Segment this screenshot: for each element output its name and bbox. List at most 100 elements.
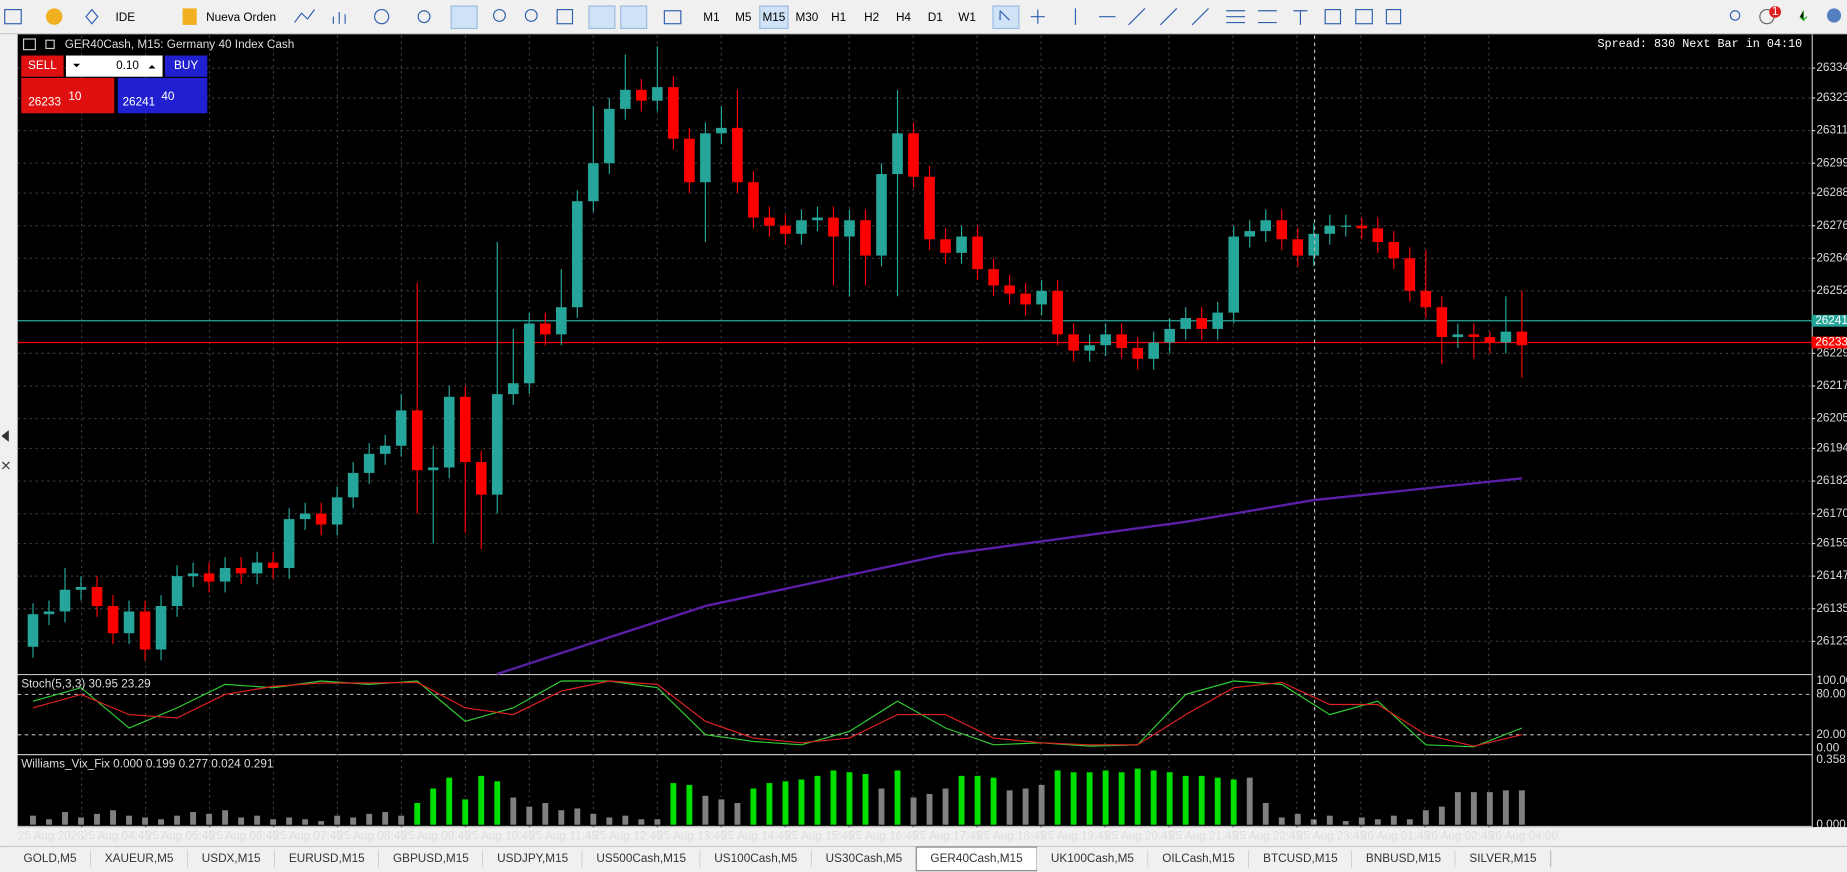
icon-more[interactable] (1385, 8, 1402, 25)
tab-label[interactable]: GBPUSD,M15 (393, 852, 469, 865)
ask-box[interactable] (117, 77, 208, 114)
icon-shapes[interactable] (1324, 8, 1342, 25)
tab-label[interactable]: US500Cash,M15 (596, 852, 686, 865)
icon-tile[interactable] (556, 8, 574, 25)
tab[interactable] (1351, 847, 1456, 871)
y-tick-label: 26311 (1816, 124, 1847, 137)
tab-label[interactable]: OILCash,M15 (1162, 852, 1235, 865)
icon-clock[interactable] (373, 8, 390, 25)
tab-label[interactable]: SILVER,M15 (1469, 852, 1537, 865)
tab-label[interactable]: BNBUSD,M15 (1366, 852, 1442, 865)
timeframe-button[interactable]: M15 (762, 11, 785, 24)
y-tick-label: 26159 (1816, 537, 1847, 550)
tab[interactable] (482, 847, 583, 871)
tab-label[interactable]: USDX,M15 (202, 852, 261, 865)
icon-autoscroll[interactable] (588, 5, 616, 30)
tab-label[interactable]: EURUSD,M15 (289, 852, 365, 865)
icon-shift[interactable] (620, 5, 648, 30)
timeframe-button[interactable]: M30 (795, 11, 818, 24)
tab[interactable] (1036, 847, 1149, 871)
candle-body (1404, 258, 1416, 291)
wvf-bar (1294, 813, 1301, 825)
tab-label[interactable]: US30Cash,M5 (826, 852, 903, 865)
icon-objects[interactable] (332, 11, 346, 24)
bid-box[interactable] (21, 77, 115, 114)
y-tick-label: 26299 (1816, 156, 1847, 169)
tab-label[interactable]: GOLD,M5 (24, 852, 77, 865)
tab[interactable] (700, 847, 812, 871)
candle-body (315, 513, 327, 525)
icon-account[interactable] (1826, 8, 1842, 23)
x-tick-label: 25 Aug 15:45 (785, 830, 855, 843)
sell-label[interactable]: SELL (28, 59, 57, 72)
candle-body (139, 611, 151, 650)
timeframe-button[interactable]: D1 (928, 11, 943, 24)
tab[interactable] (378, 847, 483, 871)
tab-label[interactable]: XAUEUR,M5 (105, 852, 174, 865)
timeframe-active[interactable] (759, 5, 789, 30)
timeframe-button[interactable]: M5 (735, 11, 752, 24)
icon-chart-menu[interactable] (22, 38, 36, 51)
ide-button[interactable]: IDE (115, 11, 135, 24)
tab-label[interactable]: GER40Cash,M15 (930, 852, 1023, 865)
icon-coin[interactable] (45, 8, 63, 25)
icon-settings[interactable] (417, 10, 431, 24)
tab[interactable] (1148, 847, 1249, 871)
icon-screenshot[interactable] (663, 10, 682, 25)
timeframe-button[interactable]: H1 (831, 11, 846, 24)
wvf-bar (670, 783, 677, 825)
icon-download[interactable] (1799, 10, 1808, 22)
candle-body (1308, 233, 1320, 256)
tab-label[interactable]: US100Cash,M5 (714, 852, 798, 865)
wvf-bar (110, 810, 116, 825)
sell-button[interactable] (21, 55, 64, 77)
icon-indicators[interactable] (294, 9, 315, 23)
x-tick-label: 25 Aug 12:45 (593, 830, 663, 843)
icon-candles-active[interactable] (450, 5, 478, 30)
icon-one-click[interactable] (45, 39, 55, 50)
candle-body (844, 220, 855, 237)
volume-field[interactable] (65, 55, 163, 77)
candle-body (1100, 334, 1111, 346)
x-tick-label: 25 Aug 10:45 (465, 830, 535, 843)
tab[interactable] (187, 847, 275, 871)
icon-zoom-out[interactable] (524, 8, 538, 22)
new-order-button[interactable]: Nueva Orden (206, 11, 276, 24)
tab-label[interactable]: USDJPY,M15 (497, 852, 569, 865)
candle-body (1292, 239, 1304, 256)
tab[interactable] (582, 847, 701, 871)
icon-expert[interactable] (85, 8, 99, 25)
tab-label[interactable]: BTCUSD,M15 (1263, 852, 1338, 865)
moving-average (496, 477, 1523, 676)
candle-body (1388, 241, 1400, 259)
timeframe-button[interactable]: H4 (896, 11, 911, 24)
icon-draw-tools[interactable] (1074, 7, 1308, 26)
side-controls[interactable] (1, 430, 10, 470)
wvf-bar (94, 813, 100, 825)
tab[interactable] (1248, 847, 1352, 871)
wvf-bar (542, 803, 549, 825)
volume-value[interactable]: 0.10 (116, 59, 139, 72)
wvf-bar (206, 813, 213, 825)
candle-body (203, 573, 215, 582)
icon-search[interactable] (1729, 10, 1741, 21)
icon-order[interactable] (182, 8, 197, 25)
wvf-bar (1374, 819, 1381, 825)
tab[interactable] (9, 847, 91, 871)
tab-label[interactable]: UK100Cash,M5 (1051, 852, 1135, 865)
buy-button[interactable] (164, 55, 208, 77)
icon-crosshair[interactable] (1030, 9, 1045, 24)
timeframe-button[interactable]: M1 (703, 11, 719, 24)
icon-zoom-in[interactable] (492, 8, 506, 22)
icon-chart[interactable] (4, 8, 22, 25)
buy-label[interactable]: BUY (174, 59, 198, 72)
wvf-bar (1342, 821, 1349, 825)
tab[interactable] (90, 847, 188, 871)
icon-indicator[interactable] (1355, 8, 1373, 25)
tab[interactable] (1455, 847, 1551, 871)
tab[interactable] (274, 847, 379, 871)
timeframe-button[interactable]: W1 (958, 11, 976, 24)
tab[interactable] (811, 847, 917, 871)
x-tick-label: 25 Aug 11:45 (529, 830, 598, 843)
timeframe-button[interactable]: H2 (864, 11, 879, 24)
